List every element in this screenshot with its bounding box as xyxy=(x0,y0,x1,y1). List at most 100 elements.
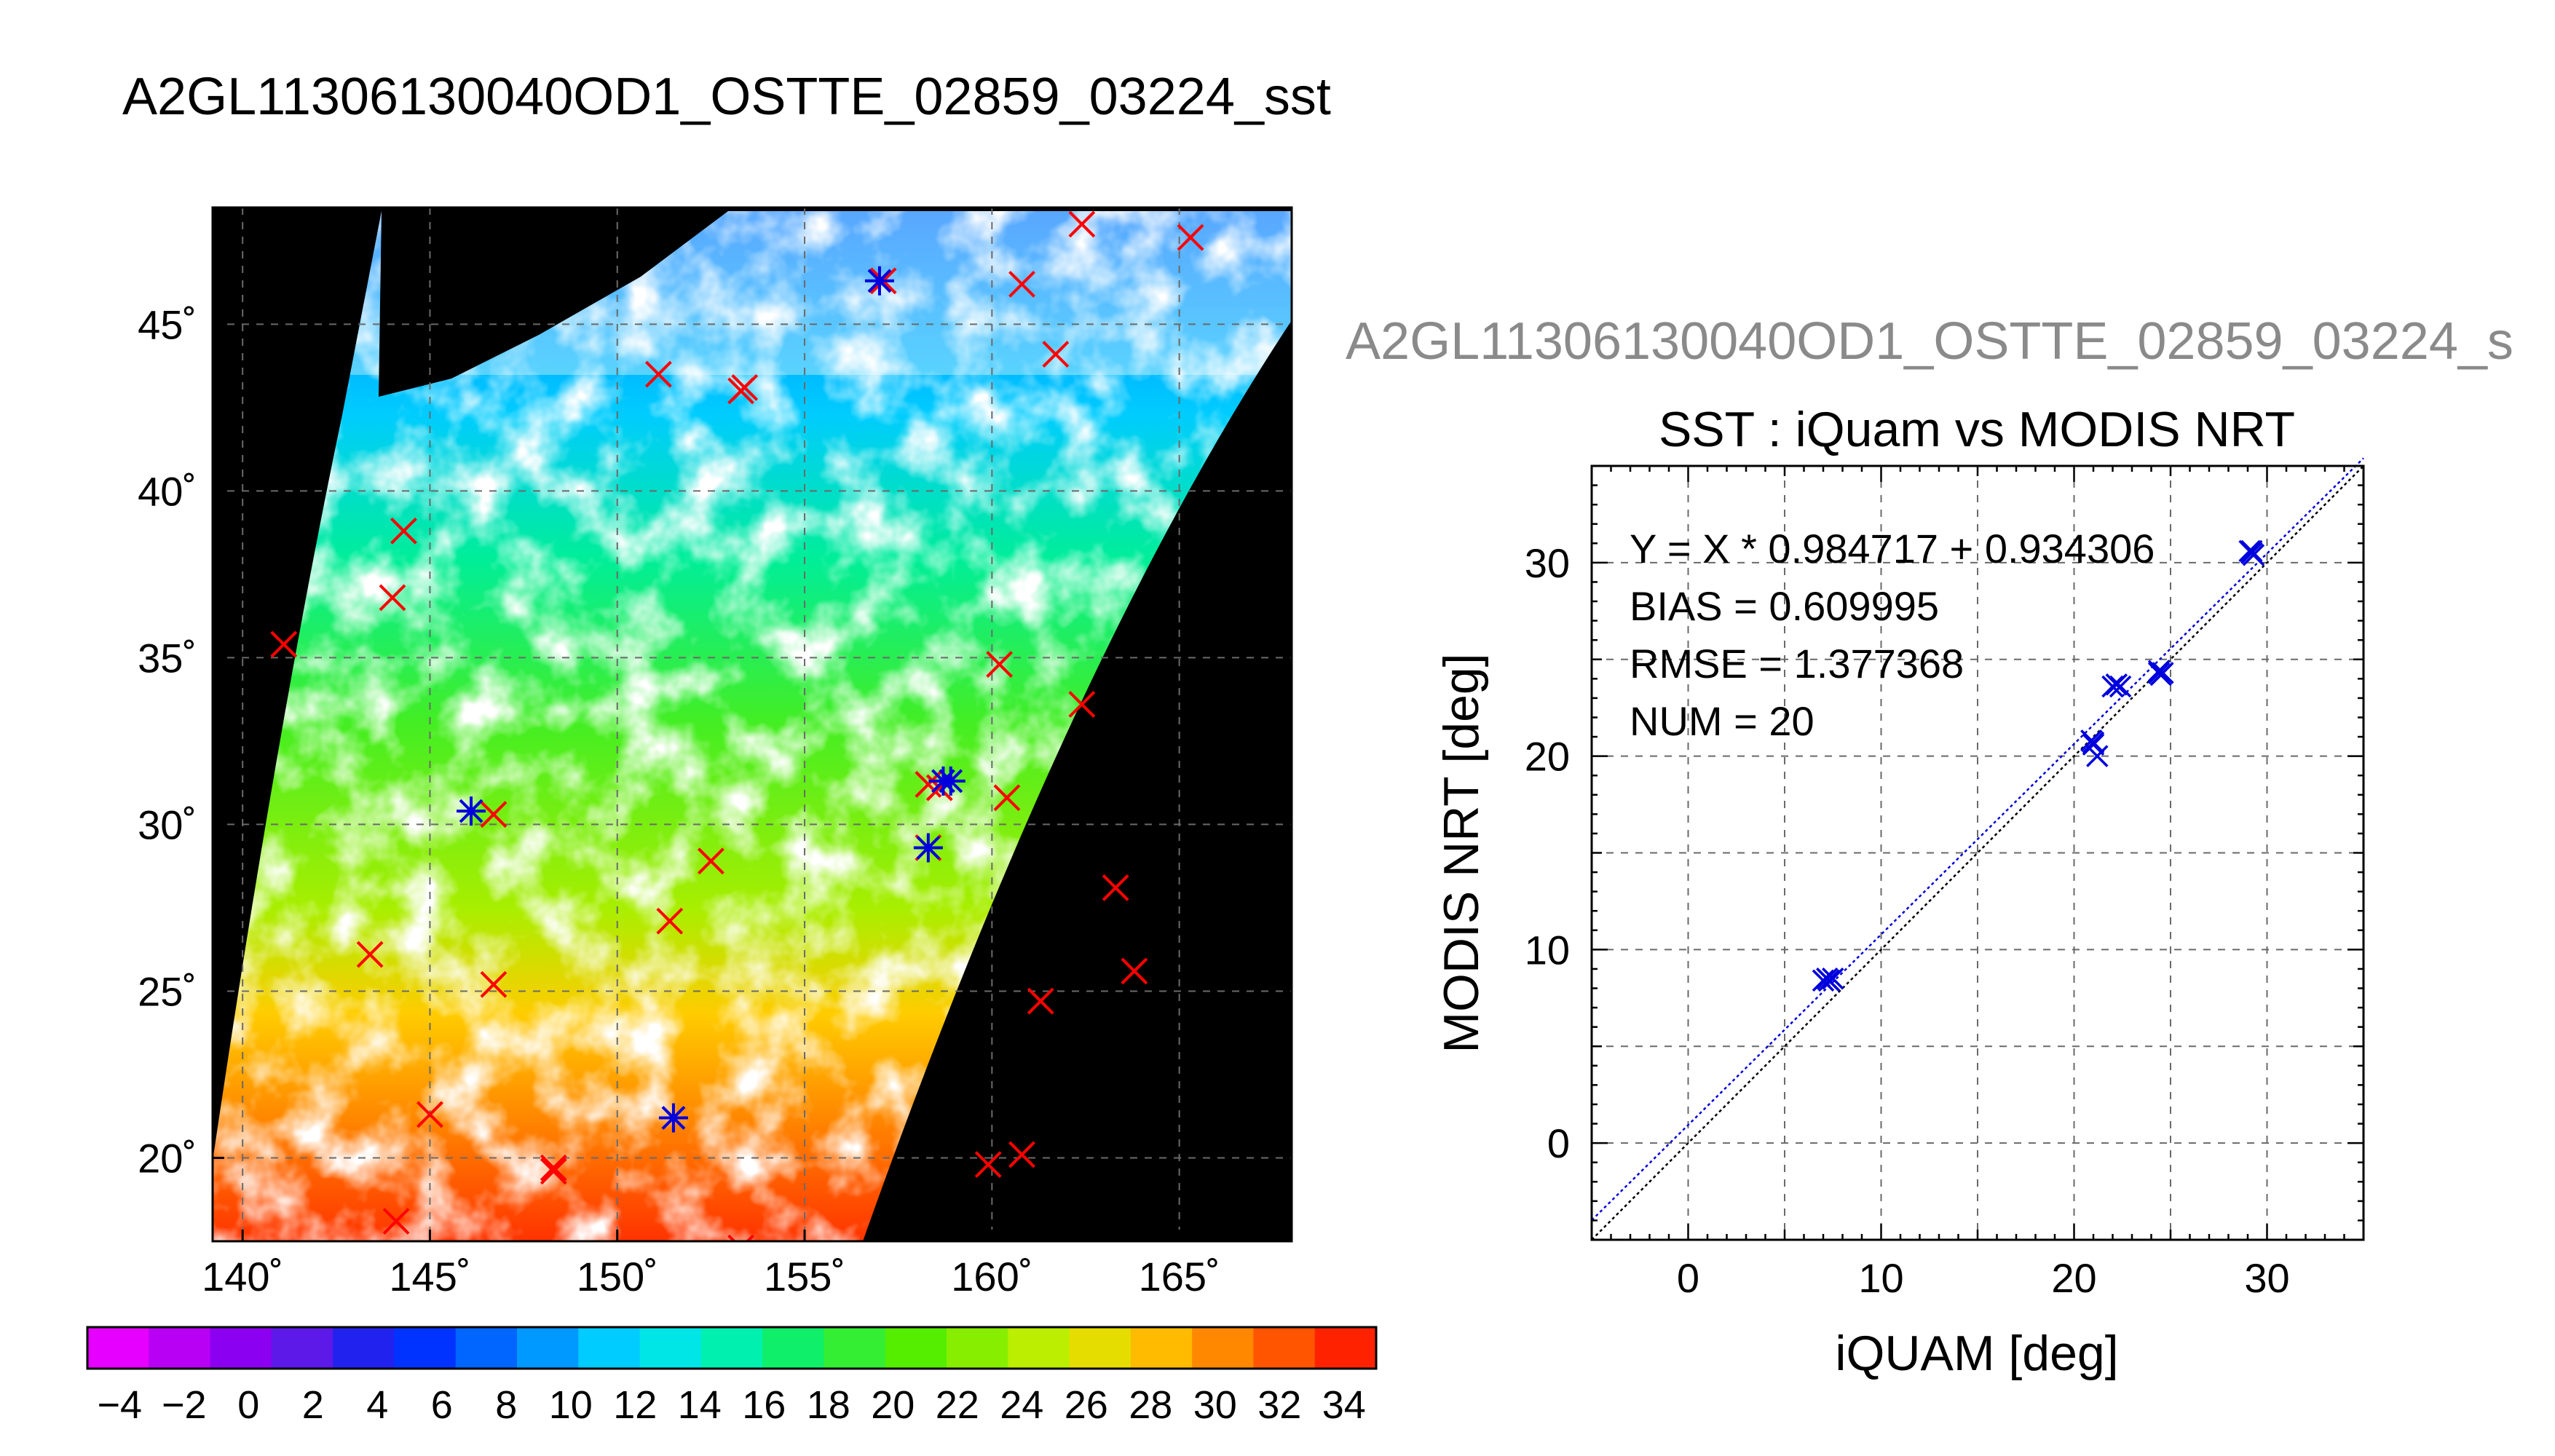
map-grid xyxy=(213,207,1292,1241)
insitu-marker xyxy=(270,630,298,658)
matched-marker-d2 xyxy=(661,1106,686,1130)
insitu-marker-stroke-b xyxy=(1102,874,1129,901)
map-xtick-label: 140˚ xyxy=(202,1254,283,1299)
colorbar-cell xyxy=(1008,1327,1070,1369)
stats-line: NUM = 20 xyxy=(1630,698,1814,744)
scatter-point xyxy=(2147,662,2171,684)
insitu-marker-stroke-b xyxy=(270,630,298,658)
map-ytick-label: 35˚ xyxy=(138,635,197,681)
colorbar-cell xyxy=(578,1327,641,1369)
scatter-ytick-label: 0 xyxy=(1547,1120,1570,1166)
colorbar-label: −4 xyxy=(97,1383,142,1427)
insitu-marker xyxy=(1027,987,1054,1015)
insitu-marker xyxy=(540,1158,567,1185)
scatter-lines xyxy=(1591,457,2364,1241)
map-frame xyxy=(211,206,1293,1243)
scatter-point xyxy=(2147,660,2171,682)
scatter-ticks: 0 10 20 30 0 10 20 30 xyxy=(1525,464,2365,1301)
insitu-marker xyxy=(986,651,1014,678)
insitu-marker-stroke-b xyxy=(379,584,406,612)
colorbar-label: 4 xyxy=(366,1383,388,1427)
scatter-point xyxy=(1812,969,1835,992)
matched-marker-d2 xyxy=(939,769,963,794)
scatter-point xyxy=(2109,675,2132,698)
insitu-marker xyxy=(416,1101,443,1128)
insitu-marker-stroke-b xyxy=(382,1208,410,1235)
insitu-marker xyxy=(1121,957,1148,985)
matched-marker-d2 xyxy=(867,269,892,293)
sst-map: 140˚ 145˚ 150˚ 155˚ 160˚ 165˚ 20˚ 25˚ 30˚ 35˚ 40˚… xyxy=(138,206,1293,1299)
insitu-marker-stroke-b xyxy=(974,1151,1002,1179)
stats-line: Y = X * 0.984717 + 0.934306 xyxy=(1630,526,2155,571)
matched-marker xyxy=(658,1103,688,1133)
insitu-marker xyxy=(1068,210,1096,238)
colorbar-labels: −4 −2 0 2 4 6 8 10 12 14 16 18 20 22 24 26 28 30 32 34 xyxy=(97,1383,1365,1427)
scatter-point-stroke-b xyxy=(1817,969,1841,992)
stats-line: RMSE = 1.377368 xyxy=(1630,641,1964,687)
insitu-marker xyxy=(974,1151,1002,1179)
colorbar-cell xyxy=(762,1327,825,1369)
scatter-point-stroke-b xyxy=(2082,731,2105,754)
land-mass xyxy=(379,211,728,397)
map-xtick-label: 165˚ xyxy=(1139,1254,1220,1299)
insitu-marker xyxy=(356,941,384,968)
map-xtick-label: 155˚ xyxy=(764,1254,845,1299)
colorbar-cell xyxy=(87,1327,149,1369)
colorbar-label: 16 xyxy=(742,1383,786,1427)
insitu-marker xyxy=(697,847,724,875)
insitu-marker xyxy=(993,784,1021,812)
map-latitude-ticks: 20˚ 25˚ 30˚ 35˚ 40˚ 45˚ xyxy=(138,301,224,1181)
insitu-marker xyxy=(731,373,759,401)
colorbar-label: 32 xyxy=(1257,1383,1301,1427)
colorbar-label: 30 xyxy=(1193,1383,1237,1427)
colorbar-frame xyxy=(86,1326,1378,1370)
insitu-marker-stroke-b xyxy=(1121,957,1148,985)
scatter-point xyxy=(2082,733,2105,756)
scatter-point xyxy=(2082,731,2105,754)
scatter-point-stroke-b xyxy=(2105,673,2128,696)
insitu-marker xyxy=(1177,223,1204,251)
colorbar-label: 0 xyxy=(237,1383,259,1427)
scatter-file-title: A2GL11306130040OD1_OSTTE_02859_03224_s xyxy=(1346,312,2513,371)
scatter-point xyxy=(2101,675,2124,698)
regression-line xyxy=(1591,457,2364,1222)
colorbar-label: −2 xyxy=(162,1383,207,1427)
scatter-point-stroke-b xyxy=(2147,662,2171,684)
insitu-marker xyxy=(644,360,672,388)
colorbar-cell xyxy=(700,1327,763,1369)
scatter-stats: Y = X * 0.984717 + 0.934306 BIAS = 0.6099… xyxy=(1630,526,2155,744)
insitu-marker-stroke-b xyxy=(416,1101,443,1128)
scatter-plot: SST : iQuam vs MODIS NRT 0 10 20 300102030 … xyxy=(1434,402,2365,1381)
colorbar-label: 34 xyxy=(1322,1383,1366,1427)
scatter-point-stroke-b xyxy=(2082,733,2105,756)
insitu-marker-stroke-b xyxy=(656,907,684,935)
scatter-point-stroke-b xyxy=(2240,539,2263,563)
insitu-marker-stroke-b xyxy=(993,784,1021,812)
scatter-point xyxy=(1817,969,1841,992)
matched-marker-d2 xyxy=(459,799,483,823)
scatter-point xyxy=(2086,745,2109,767)
insitu-marker-stroke-a xyxy=(727,1234,737,1241)
map-xtick-label: 150˚ xyxy=(577,1254,658,1299)
map-longitude-ticks: 140˚ 145˚ 150˚ 155˚ 160˚ 165˚ xyxy=(202,1230,1220,1299)
matched-marker xyxy=(913,833,943,863)
scatter-point xyxy=(2105,673,2128,696)
matched-marker xyxy=(864,266,894,296)
colorbar-cell xyxy=(1253,1327,1316,1369)
colorbar-cell xyxy=(455,1327,518,1369)
insitu-marker xyxy=(382,1208,410,1235)
map-ytick-label: 45˚ xyxy=(138,301,197,347)
map-ytick-label: 20˚ xyxy=(138,1135,197,1181)
colorbar-label: 2 xyxy=(302,1383,324,1427)
colorbar-cell xyxy=(394,1327,457,1369)
scatter-xtick-label: 0 xyxy=(1677,1255,1699,1301)
colorbar-cell xyxy=(1192,1327,1255,1369)
colorbar-label: 26 xyxy=(1065,1383,1108,1427)
insitu-marker-stroke-b xyxy=(1008,270,1035,298)
colorbar-label: 10 xyxy=(549,1383,593,1427)
colorbar-label: 20 xyxy=(871,1383,915,1427)
insitu-marker-stroke-b xyxy=(480,970,508,998)
insitu-marker-stroke-b xyxy=(731,373,759,401)
insitu-marker xyxy=(1008,270,1035,298)
